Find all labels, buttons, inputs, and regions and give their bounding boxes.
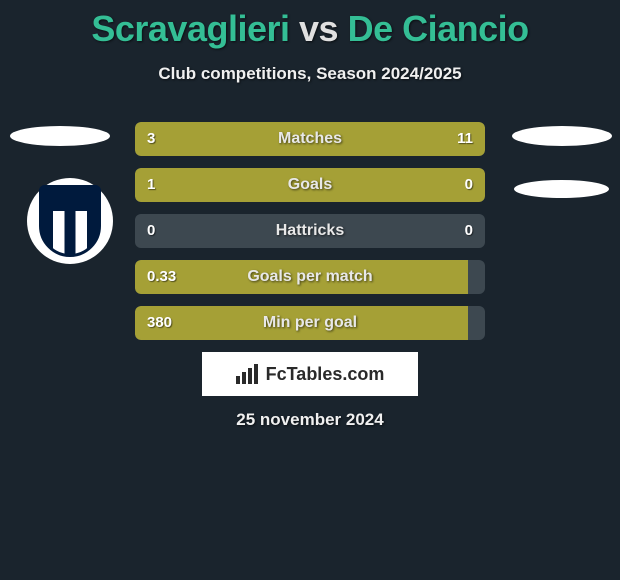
player1-photo-placeholder	[10, 126, 110, 146]
player2-name: De Ciancio	[348, 8, 529, 49]
watermark-text: FcTables.com	[266, 364, 385, 385]
vs-label: vs	[299, 8, 338, 49]
club1-badge	[27, 178, 113, 264]
club2-badge-placeholder	[514, 180, 609, 198]
stat-row: 0.33Goals per match	[135, 260, 485, 294]
stats-container: 311Matches 10Goals 00Hattricks 0.33Goals pe…	[135, 122, 485, 352]
stat-row: 380Min per goal	[135, 306, 485, 340]
stat-label: Goals	[135, 168, 485, 202]
subtitle: Club competitions, Season 2024/2025	[0, 64, 620, 84]
stat-label: Min per goal	[135, 306, 485, 340]
stat-row: 311Matches	[135, 122, 485, 156]
stat-row: 00Hattricks	[135, 214, 485, 248]
stat-label: Matches	[135, 122, 485, 156]
player2-photo-placeholder	[512, 126, 612, 146]
stat-label: Goals per match	[135, 260, 485, 294]
bar-chart-icon	[236, 364, 260, 384]
stat-label: Hattricks	[135, 214, 485, 248]
player1-name: Scravaglieri	[91, 8, 289, 49]
club1-badge-icon	[39, 185, 101, 257]
stat-row: 10Goals	[135, 168, 485, 202]
date: 25 november 2024	[0, 410, 620, 430]
watermark[interactable]: FcTables.com	[202, 352, 418, 396]
comparison-title: Scravaglieri vs De Ciancio	[0, 0, 620, 50]
